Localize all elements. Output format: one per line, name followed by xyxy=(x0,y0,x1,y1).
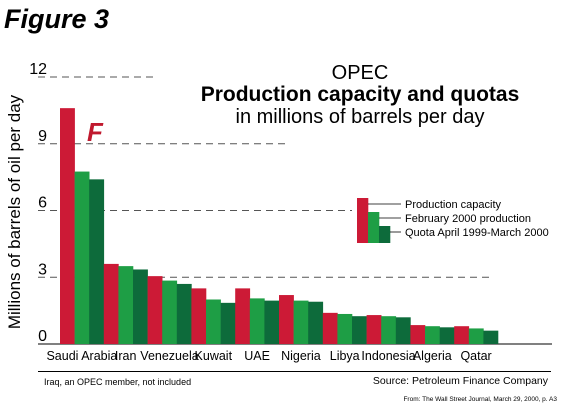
bar-indonesia-0 xyxy=(366,315,382,344)
bar-uae-0 xyxy=(235,288,251,344)
y-axis-label: Millions of barrels of oil per day xyxy=(5,94,24,329)
bar-iran-2 xyxy=(133,269,148,344)
y-tick-label: 12 xyxy=(29,61,47,78)
bar-libya-0 xyxy=(322,312,338,344)
legend-swatch-0 xyxy=(357,198,369,243)
bar-kuwait-1 xyxy=(206,299,221,344)
bar-algeria-2 xyxy=(439,327,455,344)
bar-iran-0 xyxy=(103,263,119,344)
bar-qatar-0 xyxy=(454,326,470,344)
bar-nigeria-0 xyxy=(279,295,294,344)
bar-indonesia-1 xyxy=(381,316,397,344)
x-tick-label: Iran xyxy=(115,349,137,363)
footnote: Iraq, an OPEC member, not included xyxy=(44,377,192,387)
bar-kuwait-2 xyxy=(220,302,236,344)
bar-algeria-1 xyxy=(425,326,440,344)
credit-note: From: The Wall Street Journal, March 29,… xyxy=(403,396,557,403)
x-tick-label: Saudi Arabia xyxy=(46,349,117,363)
bar-kuwait-0 xyxy=(191,288,207,344)
x-tick-label: Qatar xyxy=(460,349,491,363)
bar-venezuela-1 xyxy=(162,280,178,344)
x-tick-label: Kuwait xyxy=(195,349,233,363)
bar-nigeria-2 xyxy=(308,301,324,344)
y-tick-label: 9 xyxy=(38,128,47,145)
title-line-1: OPEC xyxy=(331,62,389,84)
bar-nigeria-1 xyxy=(293,300,309,344)
bar-saudi-arabia-1 xyxy=(74,171,90,344)
x-tick-label: Venezuela xyxy=(140,349,198,363)
y-tick-label: 0 xyxy=(38,328,47,345)
annotation-mark-f: F xyxy=(87,117,104,147)
footer-divider xyxy=(38,371,551,372)
y-tick-label: 6 xyxy=(38,195,47,212)
x-tick-label: Indonesia xyxy=(361,349,415,363)
legend-label-1: February 2000 production xyxy=(405,213,531,225)
bar-saudi-arabia-2 xyxy=(89,179,105,344)
bar-uae-2 xyxy=(264,300,280,344)
bar-uae-1 xyxy=(249,298,265,344)
bar-iran-1 xyxy=(118,266,134,344)
title-line-2: Production capacity and quotas xyxy=(200,83,520,106)
bar-libya-2 xyxy=(352,316,367,344)
bar-venezuela-0 xyxy=(147,276,163,344)
legend-label-2: Quota April 1999-March 2000 xyxy=(405,227,549,239)
x-tick-label: Algeria xyxy=(413,349,452,363)
bar-algeria-0 xyxy=(410,325,426,344)
bar-indonesia-2 xyxy=(395,317,411,344)
legend-label-0: Production capacity xyxy=(405,199,501,211)
bar-qatar-1 xyxy=(468,328,484,344)
title-line-3: in millions of barrels per day xyxy=(235,106,485,128)
x-tick-label: Nigeria xyxy=(281,349,321,363)
chart-title: OPEC Production capacity and quotas in m… xyxy=(170,62,550,128)
figure-label: Figure 3 xyxy=(4,4,110,34)
source-note: Source: Petroleum Finance Company xyxy=(372,375,548,387)
bar-qatar-2 xyxy=(483,330,499,344)
bar-saudi-arabia-0 xyxy=(60,108,75,345)
y-tick-label: 3 xyxy=(38,261,47,278)
legend-swatch-1 xyxy=(368,212,380,243)
x-tick-label: UAE xyxy=(244,349,270,363)
bar-venezuela-2 xyxy=(176,283,192,344)
x-tick-label: Libya xyxy=(330,349,360,363)
legend-swatch-2 xyxy=(379,226,391,243)
bar-libya-1 xyxy=(337,313,353,344)
